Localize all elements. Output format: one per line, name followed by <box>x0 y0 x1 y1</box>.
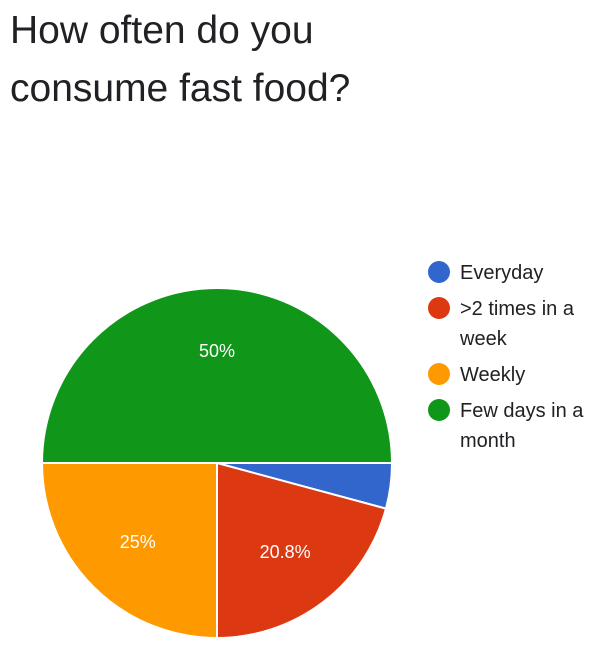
legend-swatch-more-than-2-times-a-week <box>428 297 450 319</box>
legend-swatch-weekly <box>428 363 450 385</box>
pie-slice-more-than-2-times-a-week[interactable] <box>216 461 388 640</box>
legend-label-more-than-2-times-a-week: >2 times in a week <box>460 298 574 350</box>
chart-title: How often do you consume fast food? <box>10 2 570 118</box>
pie-slice-few-days-in-a-month[interactable] <box>40 287 394 464</box>
legend-item-few-days-in-a-month[interactable]: Few days in a month <box>428 396 600 456</box>
legend-swatch-everyday <box>428 261 450 283</box>
legend-label-few-days-in-a-month: Few days in a month <box>460 400 584 452</box>
legend-item-everyday[interactable]: Everyday <box>428 258 600 288</box>
chart-title-line-1: How often do you <box>10 9 314 52</box>
data-label-weekly: 25% <box>120 532 156 552</box>
legend-item-weekly[interactable]: Weekly <box>428 360 600 390</box>
legend-label-weekly: Weekly <box>460 364 526 386</box>
pie-slice-weekly[interactable] <box>40 462 218 640</box>
legend-item-more-than-2-times-a-week[interactable]: >2 times in a week <box>428 294 600 354</box>
chart-title-line-2: consume fast food? <box>10 67 351 110</box>
data-label-more-than-2-times-a-week: 20.8% <box>260 542 311 562</box>
legend-swatch-few-days-in-a-month <box>428 399 450 421</box>
legend: Everyday >2 times in a week Weekly Few d… <box>428 258 600 462</box>
data-label-few-days-in-a-month: 50% <box>199 341 235 361</box>
legend-label-everyday: Everyday <box>460 262 544 284</box>
